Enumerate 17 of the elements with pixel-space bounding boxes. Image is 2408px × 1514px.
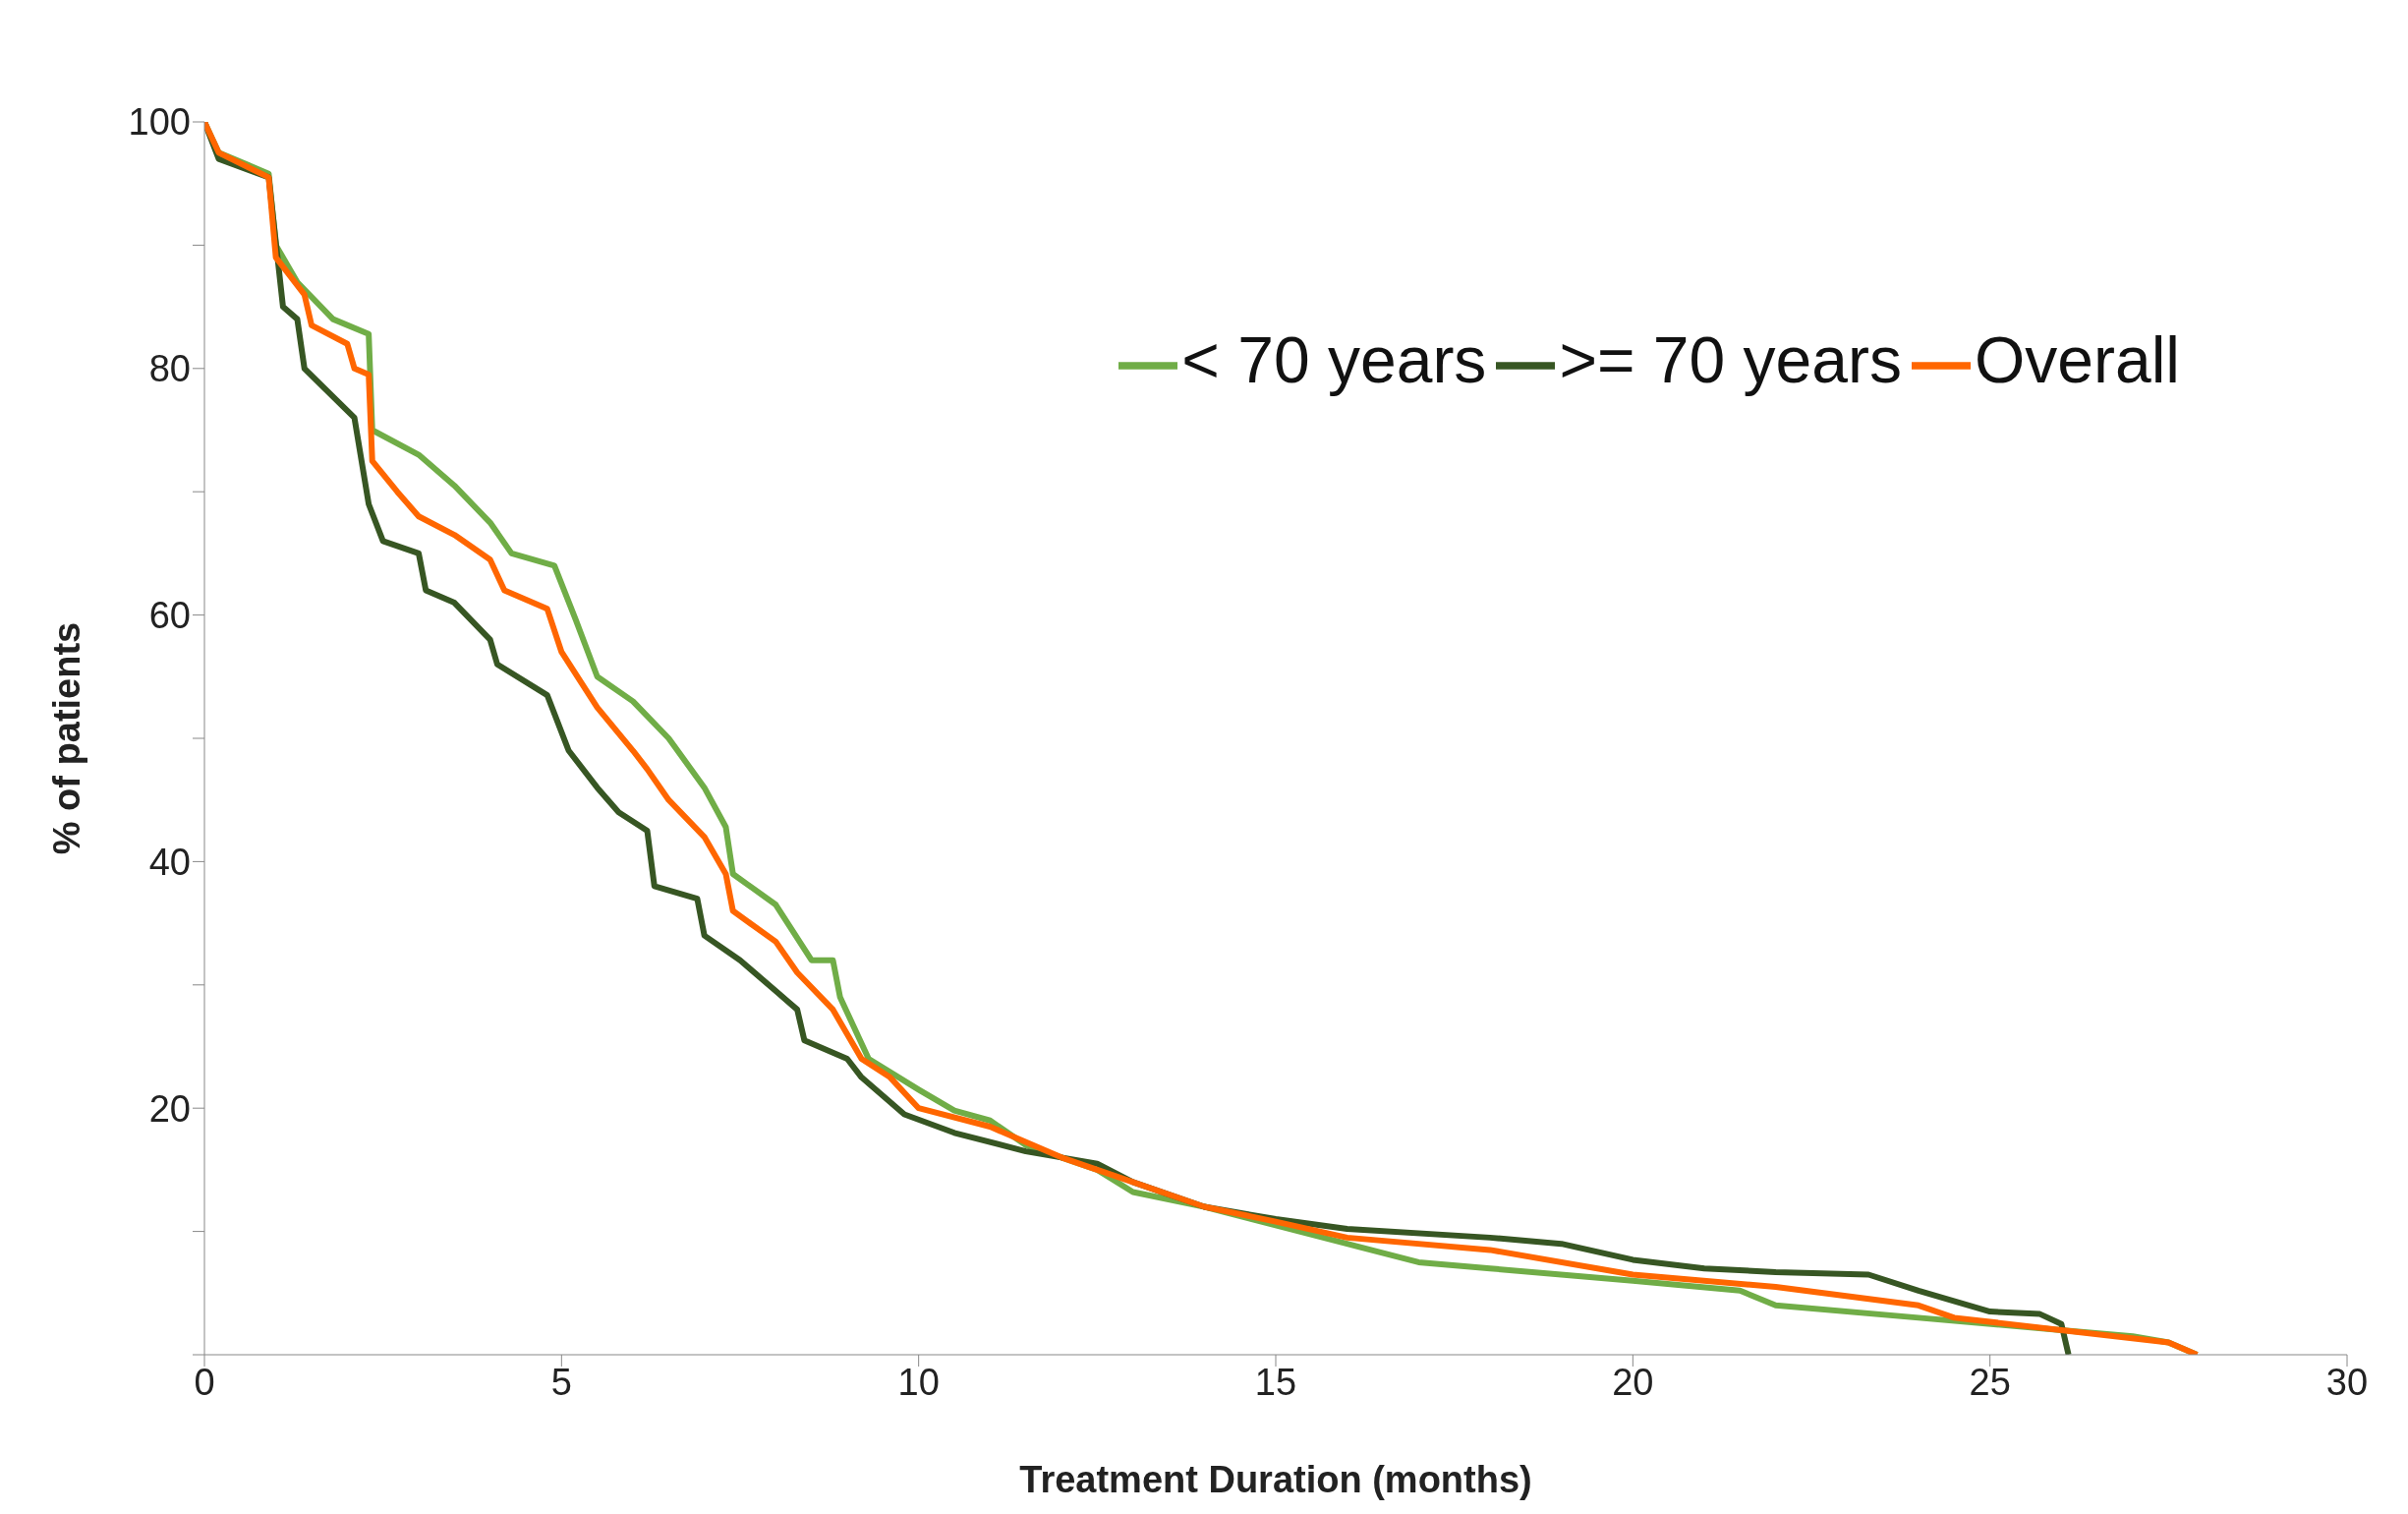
y-tick-label: 40 [148,841,191,883]
y-tick-label: 20 [148,1087,191,1130]
x-tick-label: 30 [2325,1361,2369,1403]
y-tick-label: 60 [148,595,191,637]
x-tick-label: 5 [550,1361,572,1403]
x-axis-title: Treatment Duration (months) [1019,1459,1532,1500]
y-tick-label: 80 [148,348,191,390]
y-tick-label: 100 [128,101,191,144]
legend-label: >= 70 years [1559,323,1902,396]
y-axis-title: % of patients [46,621,88,855]
x-tick-label: 20 [1612,1361,1654,1403]
x-tick-label: 0 [194,1361,215,1403]
x-tick-label: 10 [897,1361,940,1403]
legend-label: < 70 years [1181,323,1487,396]
x-tick-label: 15 [1254,1361,1297,1403]
legend-label: Overall [1974,323,2180,396]
x-tick-label: 25 [1969,1361,2011,1403]
